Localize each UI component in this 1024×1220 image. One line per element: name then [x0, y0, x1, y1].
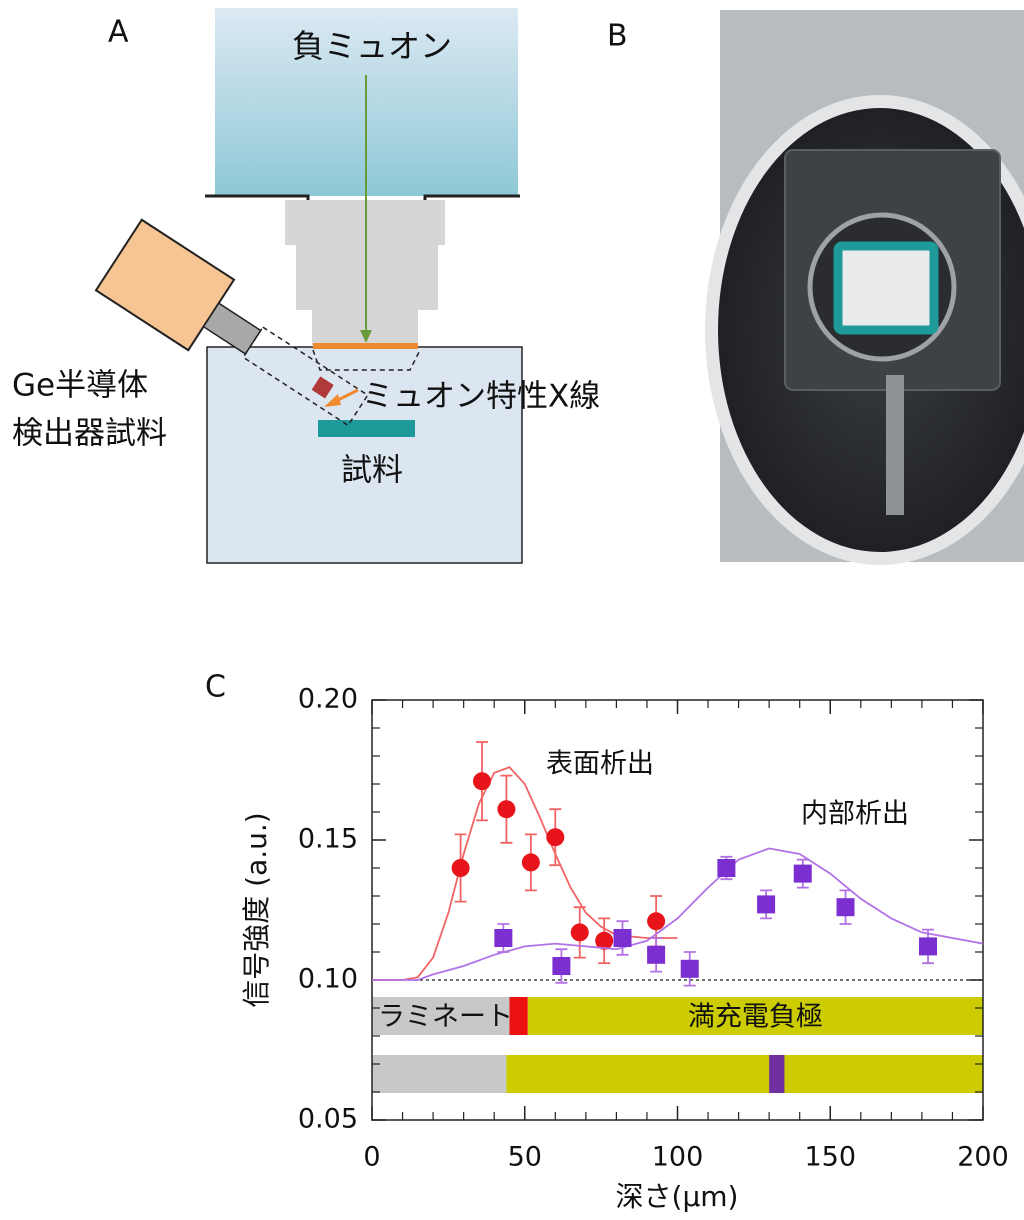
- point: [451, 859, 470, 877]
- point: [757, 895, 776, 914]
- fit-curve: [372, 847, 984, 981]
- photo-b: B: [607, 10, 1024, 565]
- point: [647, 945, 666, 964]
- y-axis-label: 信号強度 (a.u.): [240, 812, 273, 1007]
- point: [717, 859, 736, 877]
- beam-label: 負ミュオン: [292, 27, 452, 65]
- panel-label: B: [607, 19, 628, 54]
- sample-label: 試料: [341, 453, 403, 489]
- point: [570, 923, 589, 942]
- layer-label: 満充電負極: [688, 1002, 823, 1033]
- series-label: 表面析出: [546, 749, 654, 780]
- x-tick-label: 50: [508, 1142, 542, 1173]
- layer-segment: [372, 997, 510, 1035]
- detector-crystal: [311, 376, 334, 399]
- point: [836, 898, 855, 917]
- beam-spot: [312, 349, 421, 371]
- point: [613, 929, 632, 947]
- point: [793, 864, 812, 883]
- y-tick-label: 0.05: [298, 1104, 358, 1135]
- xray-label: ミュオン特性X線: [362, 379, 600, 415]
- point: [680, 959, 699, 978]
- y-tick-label: 0.20: [298, 684, 358, 715]
- point: [919, 937, 938, 956]
- detector-label: Ge半導体: [12, 368, 148, 404]
- y-tick-label: 0.10: [298, 964, 358, 995]
- detector-label: 検出器試料: [12, 416, 167, 452]
- layer-segment: [372, 1055, 507, 1093]
- sample-plate: [318, 420, 415, 437]
- chamber: [206, 346, 523, 564]
- x-tick-label: 200: [957, 1142, 1009, 1173]
- panel-label: C: [205, 670, 226, 705]
- point: [647, 912, 666, 931]
- x-axis-label: 深さ(μm): [616, 1180, 739, 1213]
- muon-arrowhead: [360, 330, 372, 343]
- x-tick-label: 0: [363, 1142, 380, 1173]
- x-tick-label: 150: [804, 1142, 856, 1173]
- layer-segment: [527, 997, 983, 1035]
- fit-curve: [372, 766, 678, 981]
- diagram-a: A 負ミュオン Ge半導体 検出器試料 ミュオン特性X線 試料: [12, 8, 600, 564]
- detector-neck: [202, 302, 262, 355]
- layer-segment: [506, 1055, 983, 1093]
- point: [546, 828, 565, 847]
- layer-segment: [769, 1055, 785, 1093]
- layer-segment: [509, 997, 528, 1035]
- panel-label: A: [108, 15, 129, 50]
- point: [497, 800, 516, 819]
- layer-label: ラミネート: [378, 1002, 513, 1033]
- point: [494, 929, 513, 947]
- point: [552, 957, 571, 975]
- point: [472, 772, 491, 791]
- detector: [94, 218, 369, 427]
- chart: C 深さ(μm) 信号強度 (a.u.) ラミネート 満充電負極 0 50 100 150…: [205, 670, 1009, 1214]
- point: [521, 853, 540, 872]
- xray-arrowhead: [324, 394, 341, 407]
- series-label: 内部析出: [801, 799, 909, 830]
- sample-marker: [833, 241, 939, 335]
- y-tick-label: 0.15: [298, 824, 358, 855]
- rod: [886, 375, 904, 515]
- point: [595, 931, 614, 950]
- x-tick-label: 100: [652, 1142, 704, 1173]
